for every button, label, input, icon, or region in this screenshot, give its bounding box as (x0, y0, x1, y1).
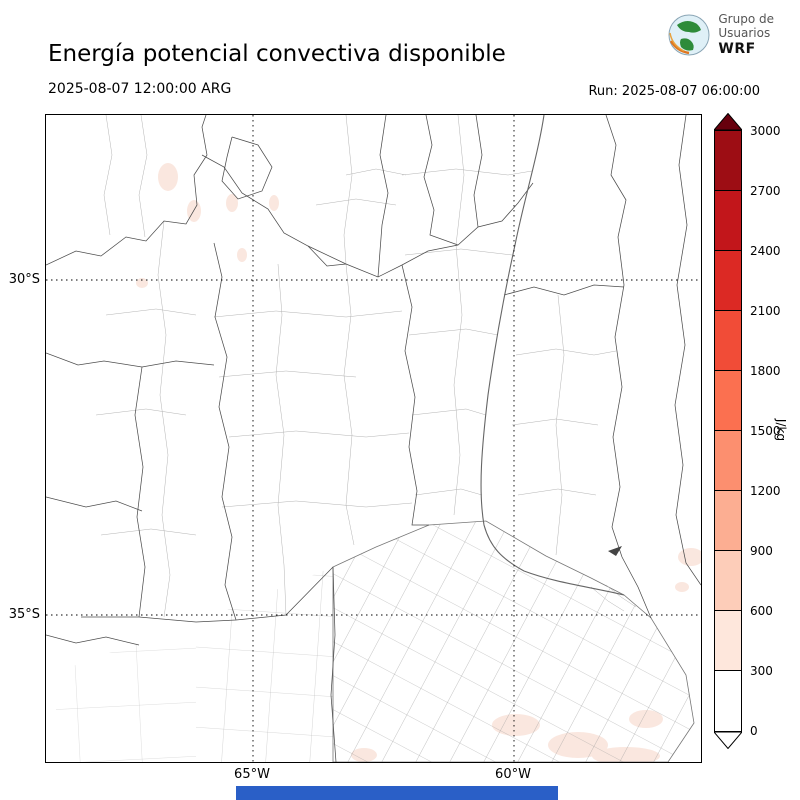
colorbar-tick-label: 1500 (750, 424, 781, 438)
lon-tick-60w: 60°W (495, 767, 531, 782)
logo-line-1: Grupo de (718, 12, 774, 26)
lat-tick-35s: 35°S (8, 607, 40, 622)
globe-icon (668, 14, 710, 56)
colorbar-tick-label: 300 (750, 664, 773, 678)
wrf-users-group-logo: Grupo de Usuarios WRF (667, 12, 774, 58)
rio-de-la-plata-mark (608, 546, 622, 556)
colorbar-segment (715, 311, 741, 371)
buenos-aires-departments-region (332, 520, 695, 762)
colorbar-segment (715, 191, 741, 251)
colorbar-segment (715, 431, 741, 491)
colorbar-tick-label: 2100 (750, 304, 781, 318)
map-boundaries-graphic (46, 115, 701, 762)
colorbar-segment (715, 251, 741, 311)
colorbar-segment (715, 371, 741, 431)
logo-line-2: Usuarios (718, 26, 771, 41)
colorbar-tick-label: 3000 (750, 124, 781, 138)
valid-time-label: 2025-08-07 12:00:00 ARG (48, 81, 232, 97)
graticule-gridlines (46, 115, 701, 762)
map-canvas (45, 114, 702, 763)
colorbar: 0 300 600 900 1200 1500 1800 2100 2400 2700 3000 J… (714, 113, 800, 753)
lat-tick-30s: 30°S (8, 272, 40, 287)
colorbar-segment (715, 551, 741, 611)
colorbar-tick-label: 1200 (750, 484, 781, 498)
colorbar-arrow-top (714, 113, 742, 130)
colorbar-tick-label: 600 (750, 604, 773, 618)
footer-banner (236, 786, 558, 800)
run-time-label: Run: 2025-08-07 06:00:00 (588, 84, 760, 99)
colorbar-tick-label: 900 (750, 544, 773, 558)
colorbar-tick-label: 1800 (750, 364, 781, 378)
province-boundaries (46, 115, 701, 762)
colorbar-gradient (714, 130, 742, 732)
page-title: Energía potencial convectiva disponible (48, 41, 506, 68)
colorbar-units-label: J/kg (774, 418, 789, 442)
colorbar-tick-label: 0 (750, 724, 758, 738)
colorbar-segment (715, 131, 741, 191)
department-boundaries (95, 115, 637, 618)
colorbar-segment (715, 491, 741, 551)
colorbar-tick-label: 2700 (750, 184, 781, 198)
parana-river-line (480, 115, 625, 596)
colorbar-segment (715, 671, 741, 731)
colorbar-tick-label: 2400 (750, 244, 781, 258)
logo-text: Grupo de Usuarios WRF (718, 12, 774, 58)
lon-tick-65w: 65°W (234, 767, 270, 782)
colorbar-tick-labels: 0 300 600 900 1200 1500 1800 2100 2400 2700 3000 (750, 125, 796, 737)
colorbar-arrow-bottom (714, 732, 742, 749)
colorbar-segment (715, 611, 741, 671)
logo-line-3: WRF (718, 40, 756, 57)
